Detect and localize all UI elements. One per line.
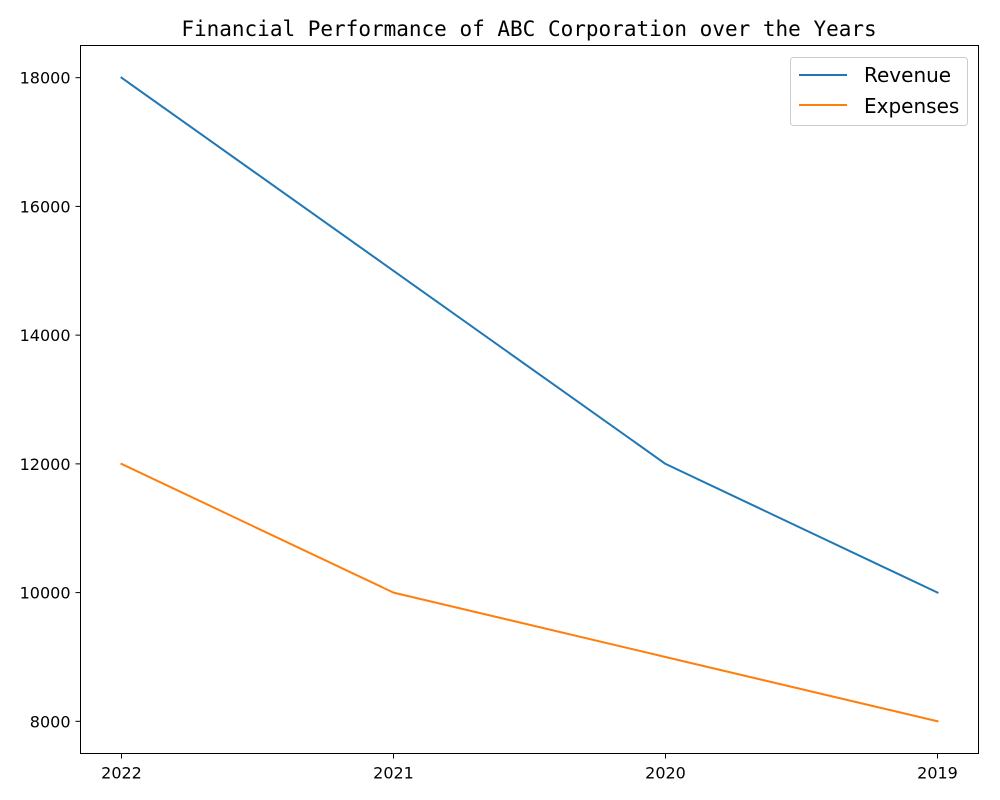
series-layer bbox=[120, 76, 939, 723]
legend[interactable]: Revenue Expenses bbox=[790, 57, 968, 126]
y-tick-label: 10000 bbox=[20, 584, 71, 603]
plot-area bbox=[80, 45, 979, 754]
legend-label-revenue: Revenue bbox=[864, 63, 951, 87]
series-line-revenue bbox=[120, 76, 939, 594]
y-tick-label: 16000 bbox=[20, 197, 71, 216]
x-tick-label: 2022 bbox=[101, 764, 142, 783]
x-axis: 2022 2021 2020 2019 bbox=[101, 753, 958, 783]
x-tick-label: 2021 bbox=[373, 764, 414, 783]
y-tick-label: 8000 bbox=[30, 712, 71, 731]
series-line-expenses bbox=[120, 462, 939, 723]
y-tick-label: 18000 bbox=[20, 69, 71, 88]
y-axis: 8000 10000 12000 14000 16000 18000 bbox=[20, 69, 81, 731]
x-tick-label: 2019 bbox=[917, 764, 958, 783]
x-tick-label: 2020 bbox=[645, 764, 686, 783]
legend-label-expenses: Expenses bbox=[864, 94, 959, 118]
y-tick-label: 12000 bbox=[20, 455, 71, 474]
chart-title: Financial Performance of ABC Corporation… bbox=[181, 17, 876, 41]
y-tick-label: 14000 bbox=[20, 326, 71, 345]
